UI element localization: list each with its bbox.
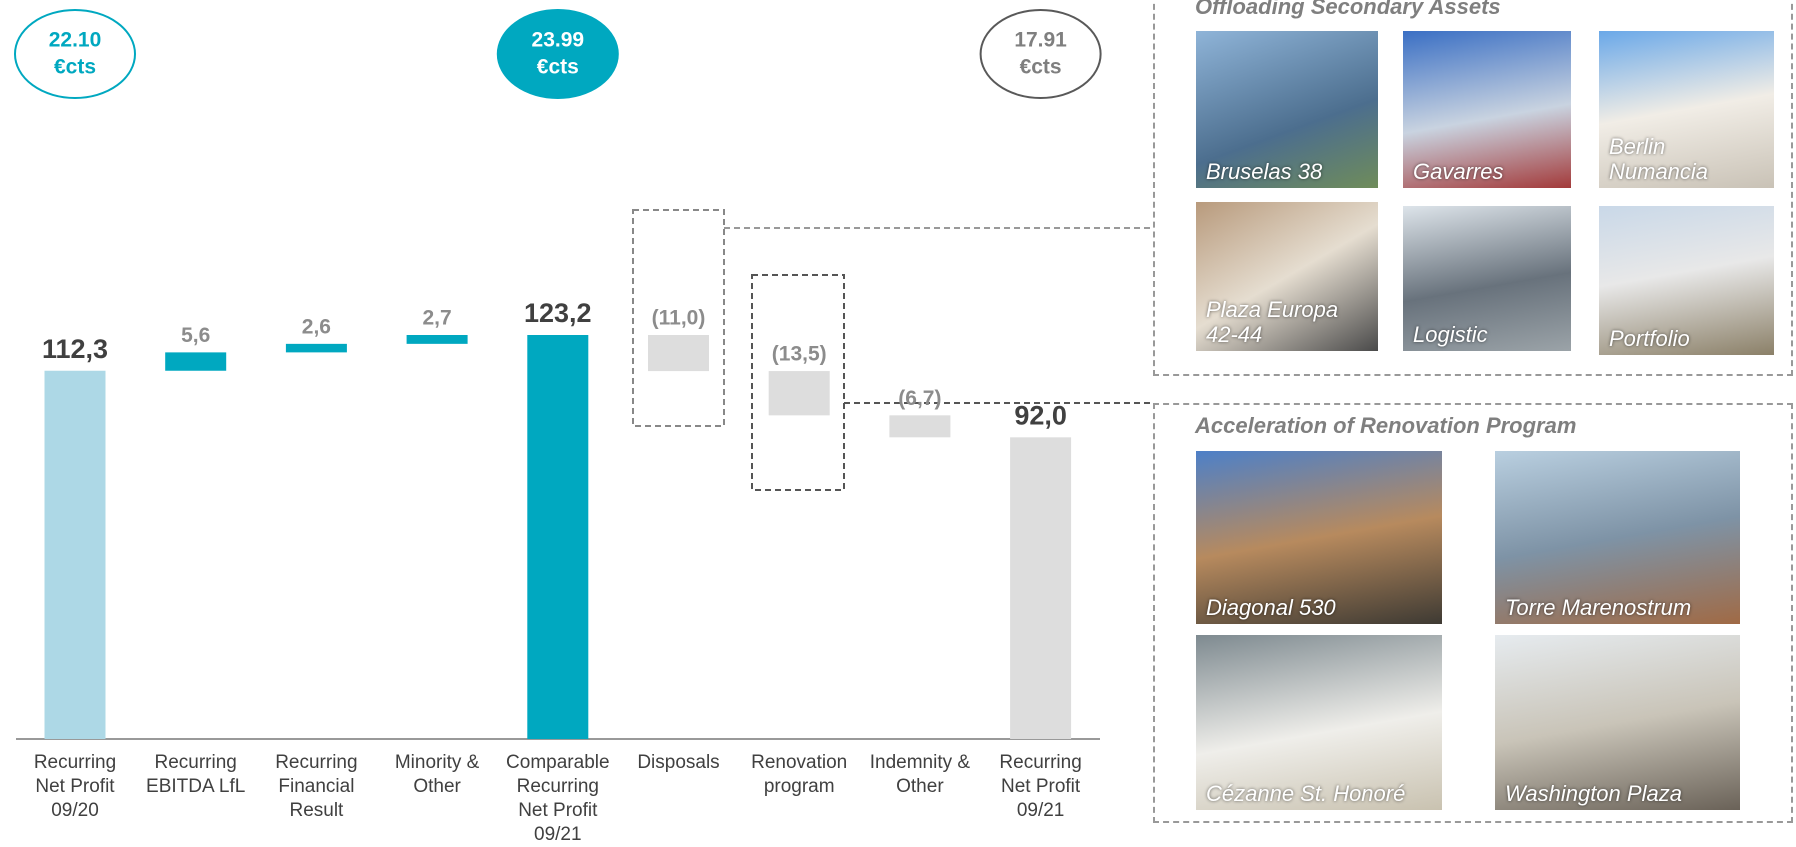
x-tick-label: Recurring Net Profit 09/20 bbox=[34, 752, 116, 821]
value-label: (6,7) bbox=[898, 387, 941, 410]
per-share-bubble bbox=[14, 9, 136, 99]
asset-photo: Plaza Europa 42-44 bbox=[1196, 202, 1378, 351]
asset-label: Diagonal 530 bbox=[1206, 595, 1336, 620]
renovation-box bbox=[751, 274, 845, 491]
asset-label: Washington Plaza bbox=[1505, 781, 1682, 806]
bar bbox=[44, 370, 106, 739]
asset-label: Torre Marenostrum bbox=[1505, 595, 1692, 620]
x-tick-label: Comparable Recurring Net Profit 09/21 bbox=[506, 752, 610, 845]
x-tick-label: Minority & Other bbox=[395, 752, 480, 797]
x-tick-label: Renovation program bbox=[751, 752, 847, 797]
per-share-label: 23.99 €cts bbox=[532, 28, 585, 78]
bar bbox=[768, 371, 830, 416]
asset-photo: Portfolio bbox=[1599, 206, 1774, 355]
value-label: 92,0 bbox=[1014, 400, 1067, 430]
value-label: (13,5) bbox=[772, 343, 827, 366]
panel-title: Acceleration of Renovation Program bbox=[1195, 413, 1577, 438]
asset-photo: Torre Marenostrum bbox=[1495, 451, 1740, 624]
panel-title: Offloading Secondary Assets bbox=[1195, 0, 1501, 19]
asset-photo: Logistic bbox=[1403, 206, 1571, 351]
bar bbox=[889, 415, 951, 438]
asset-photo: Berlin Numancia bbox=[1599, 31, 1774, 188]
asset-photo: Gavarres bbox=[1403, 31, 1571, 188]
x-tick-label: Indemnity & Other bbox=[870, 752, 971, 797]
asset-label: Berlin Numancia bbox=[1609, 134, 1709, 184]
per-share-bubble bbox=[979, 9, 1102, 99]
bar bbox=[648, 335, 709, 372]
asset-label: Cézanne St. Honoré bbox=[1206, 781, 1406, 806]
value-label: 2,7 bbox=[422, 307, 451, 330]
x-tick-label: Recurring Financial Result bbox=[275, 752, 357, 821]
asset-label: Bruselas 38 bbox=[1206, 159, 1323, 184]
x-tick-label: Recurring EBITDA LfL bbox=[146, 752, 245, 797]
bar bbox=[285, 343, 347, 353]
disposals-box bbox=[632, 209, 725, 427]
asset-label: Plaza Europa 42-44 bbox=[1206, 297, 1339, 347]
value-label: 123,2 bbox=[524, 298, 592, 328]
asset-photo: Washington Plaza bbox=[1495, 635, 1740, 810]
panel: Acceleration of Renovation Program Diago… bbox=[1153, 403, 1793, 823]
value-label: 2,6 bbox=[302, 315, 331, 338]
asset-photo: Diagonal 530 bbox=[1196, 451, 1442, 624]
panel: Offloading Secondary Assets Bruselas 38 G… bbox=[1153, 0, 1793, 376]
asset-label: Gavarres bbox=[1413, 159, 1504, 184]
bar bbox=[406, 335, 468, 344]
asset-label: Logistic bbox=[1413, 322, 1488, 347]
x-tick-label: Recurring Net Profit 09/21 bbox=[999, 752, 1081, 821]
asset-photo: Bruselas 38 bbox=[1196, 31, 1378, 188]
per-share-bubble bbox=[496, 9, 619, 99]
per-share-label: 22.10 €cts bbox=[49, 28, 102, 78]
value-label: (11,0) bbox=[652, 307, 706, 330]
bar bbox=[1010, 437, 1072, 739]
value-label: 112,3 bbox=[42, 334, 108, 364]
bar bbox=[165, 352, 227, 371]
asset-label: Portfolio bbox=[1609, 326, 1690, 351]
x-tick-label: Disposals bbox=[637, 752, 719, 773]
asset-photo: Cézanne St. Honoré bbox=[1196, 635, 1442, 810]
per-share-label: 17.91 €cts bbox=[1014, 28, 1067, 78]
value-label: 5,6 bbox=[181, 324, 210, 347]
bar bbox=[527, 335, 589, 739]
